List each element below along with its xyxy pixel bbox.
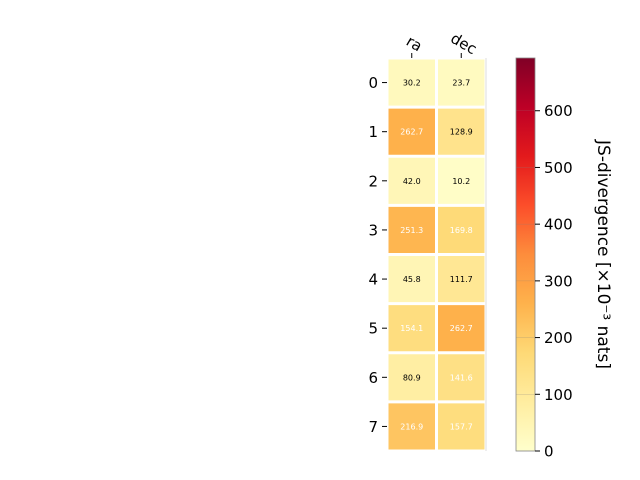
- colorbar-gradient: [516, 58, 535, 451]
- cell-value-label: 157.7: [450, 422, 473, 431]
- heatmap-cell: [388, 157, 435, 204]
- heatmap-cell: [438, 206, 485, 253]
- y-tick-label: 5: [368, 320, 378, 338]
- heatmap-cell: [388, 403, 435, 450]
- colorbar-tick-label: 200: [544, 329, 573, 347]
- cell-value-label: 216.9: [400, 422, 423, 431]
- heatmap-cells: 30.2 23.7 262.7 128.9 42.0 10.2 251.3 169.8 45.8…: [388, 59, 485, 450]
- colorbar-label: JS-divergence [×10⁻³ nats]: [593, 139, 613, 369]
- heatmap-cell: [438, 256, 485, 303]
- cell-value-label: 30.2: [403, 79, 421, 88]
- heatmap-cell: [388, 108, 435, 155]
- y-tick-label: 3: [368, 221, 378, 239]
- heatmap-cell: [388, 305, 435, 352]
- colorbar-frame: [515, 57, 536, 452]
- heatmap-cell: [438, 108, 485, 155]
- cell-value-label: 154.1: [400, 324, 423, 333]
- cell-value-label: 262.7: [450, 324, 473, 333]
- cell-value-label: 141.6: [450, 373, 473, 382]
- cell-value-label: 45.8: [403, 275, 421, 284]
- cell-value-label: 262.7: [400, 128, 423, 137]
- heatmap-cell: [438, 305, 485, 352]
- colorbar-tick-label: 400: [544, 216, 573, 234]
- y-tick-label: 0: [368, 74, 378, 92]
- heatmap-cell: [438, 59, 485, 106]
- heatmap-cell: [388, 206, 435, 253]
- y-tick-label: 2: [368, 172, 378, 190]
- colorbar-tick-label: 600: [544, 102, 573, 120]
- cell-value-label: 111.7: [450, 275, 473, 284]
- y-tick-label: 7: [368, 418, 378, 436]
- cell-value-label: 169.8: [450, 226, 473, 235]
- x-tick-label: dec: [448, 29, 480, 58]
- heatmap-cell: [388, 59, 435, 106]
- heatmap-cell: [388, 256, 435, 303]
- y-tick-label: 6: [368, 369, 378, 387]
- heatmap-cell: [438, 403, 485, 450]
- cell-value-label: 42.0: [403, 177, 421, 186]
- colorbar-tick-label: 0: [544, 443, 554, 461]
- y-tick-label: 1: [368, 123, 378, 141]
- cell-value-label: 128.9: [450, 128, 473, 137]
- y-tick-label: 4: [368, 271, 378, 289]
- heatmap-cell: [438, 354, 485, 401]
- heatmap-cell: [438, 157, 485, 204]
- heatmap-cell: [388, 354, 435, 401]
- colorbar-tick-label: 100: [544, 386, 573, 404]
- colorbar: 0 100 200 300 400 500 600 JS-divergence [×10⁻³ …: [515, 57, 613, 461]
- cell-value-label: 251.3: [400, 226, 423, 235]
- colorbar-tick-label: 500: [544, 159, 573, 177]
- x-tick-label: ra: [403, 32, 425, 55]
- cell-value-label: 10.2: [452, 177, 470, 186]
- cell-value-label: 23.7: [452, 79, 470, 88]
- cell-value-label: 80.9: [403, 373, 421, 382]
- colorbar-tick-label: 300: [544, 272, 573, 290]
